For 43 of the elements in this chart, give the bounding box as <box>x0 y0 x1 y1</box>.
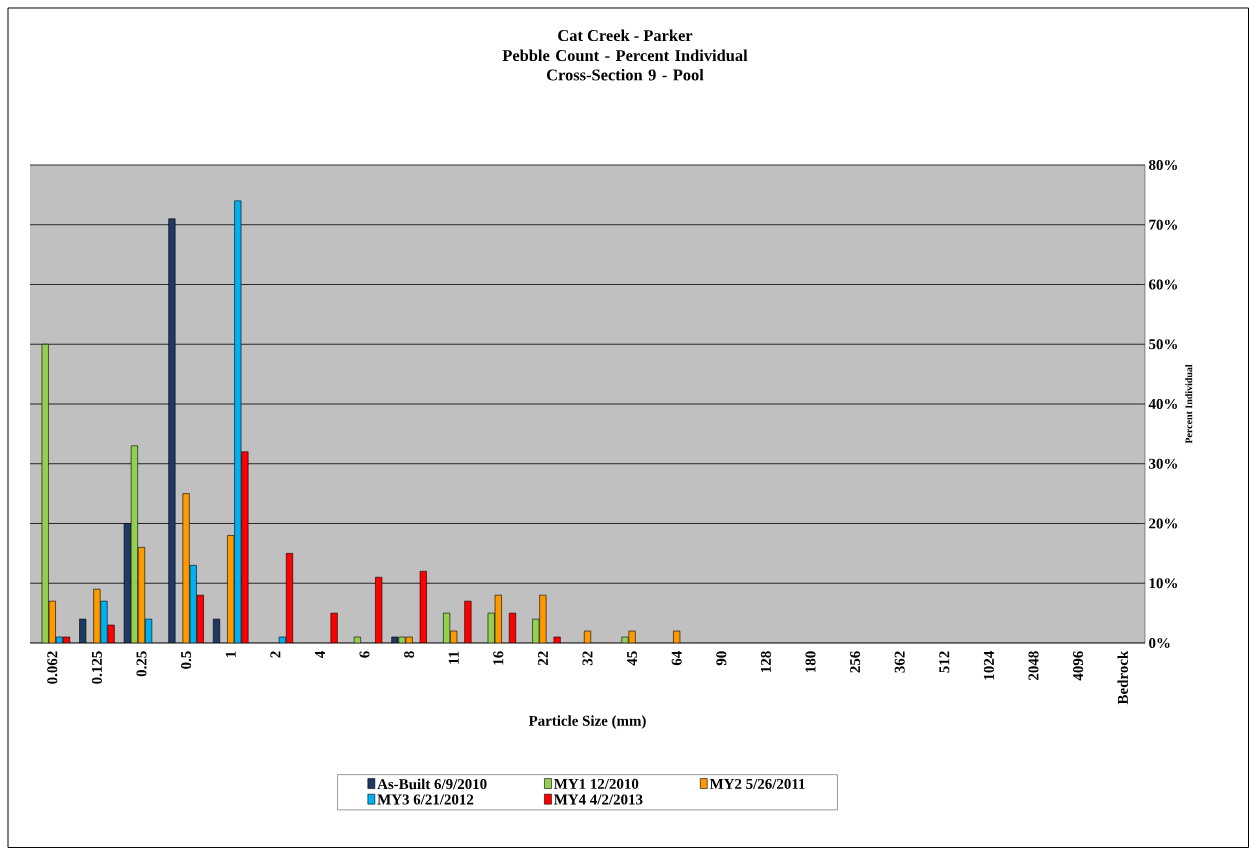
x-tick-label: 362 <box>894 651 905 673</box>
y-tick-label: 30% <box>1149 458 1177 469</box>
x-tick-label: 0.125 <box>91 651 102 684</box>
x-tick-label: 8 <box>404 651 415 658</box>
y-tick-label: 80% <box>1149 159 1177 171</box>
x-tick-label: 32 <box>582 651 593 666</box>
legend-label: MY2 5/26/2011 <box>709 778 805 789</box>
legend-label: MY3 6/21/2012 <box>377 794 474 805</box>
x-tick-label: 22 <box>537 651 548 666</box>
x-tick-label: 128 <box>760 651 771 672</box>
x-tick-label: 4 <box>314 651 325 659</box>
x-tick-label: 1024 <box>983 651 994 680</box>
x-tick-label: 90 <box>716 651 727 666</box>
x-tick-label: 0.5 <box>181 651 192 669</box>
x-tick-label: 2048 <box>1028 651 1039 681</box>
x-tick-label: 64 <box>671 651 682 666</box>
y-tick-label: 70% <box>1149 219 1177 230</box>
y-tick-label: 40% <box>1148 398 1177 410</box>
x-tick-label: 11 <box>448 651 459 664</box>
legend-label: MY4 4/2/2013 <box>553 794 643 805</box>
chart-title: Cat Creek - Parker <box>558 29 693 42</box>
x-tick-label: 16 <box>493 651 504 665</box>
x-tick-label: 1 <box>225 651 236 658</box>
y-tick-label: 60% <box>1149 279 1177 290</box>
x-tick-label: 0.25 <box>136 651 147 677</box>
x-tick-label: 256 <box>850 651 861 673</box>
x-tick-label: 2 <box>270 651 281 658</box>
legend-label: MY1 12/2010 <box>553 778 639 789</box>
x-tick-label: 6 <box>359 651 370 658</box>
x-tick-label: 0.062 <box>47 651 58 684</box>
y-tick-label: 20% <box>1149 518 1177 529</box>
x-tick-label: 180 <box>805 651 816 672</box>
x-tick-label: 512 <box>939 651 950 673</box>
y-tick-label: 10% <box>1149 578 1177 589</box>
x-tick-label: 45 <box>627 651 638 666</box>
x-tick-label: 4096 <box>1073 651 1084 681</box>
y-axis-title: Percent Individual <box>1185 364 1193 444</box>
chart-subtitle: Pebble Count - Percent Individual Cross-Section 9 - Pool <box>502 49 748 81</box>
y-tick-label: 0% <box>1149 637 1170 649</box>
x-tick-label: Bedrock <box>1117 650 1128 705</box>
y-tick-label: 50% <box>1149 339 1177 350</box>
x-axis-title: Particle Size (mm) <box>528 715 646 729</box>
legend-label: As-Built 6/9/2010 <box>377 778 487 790</box>
